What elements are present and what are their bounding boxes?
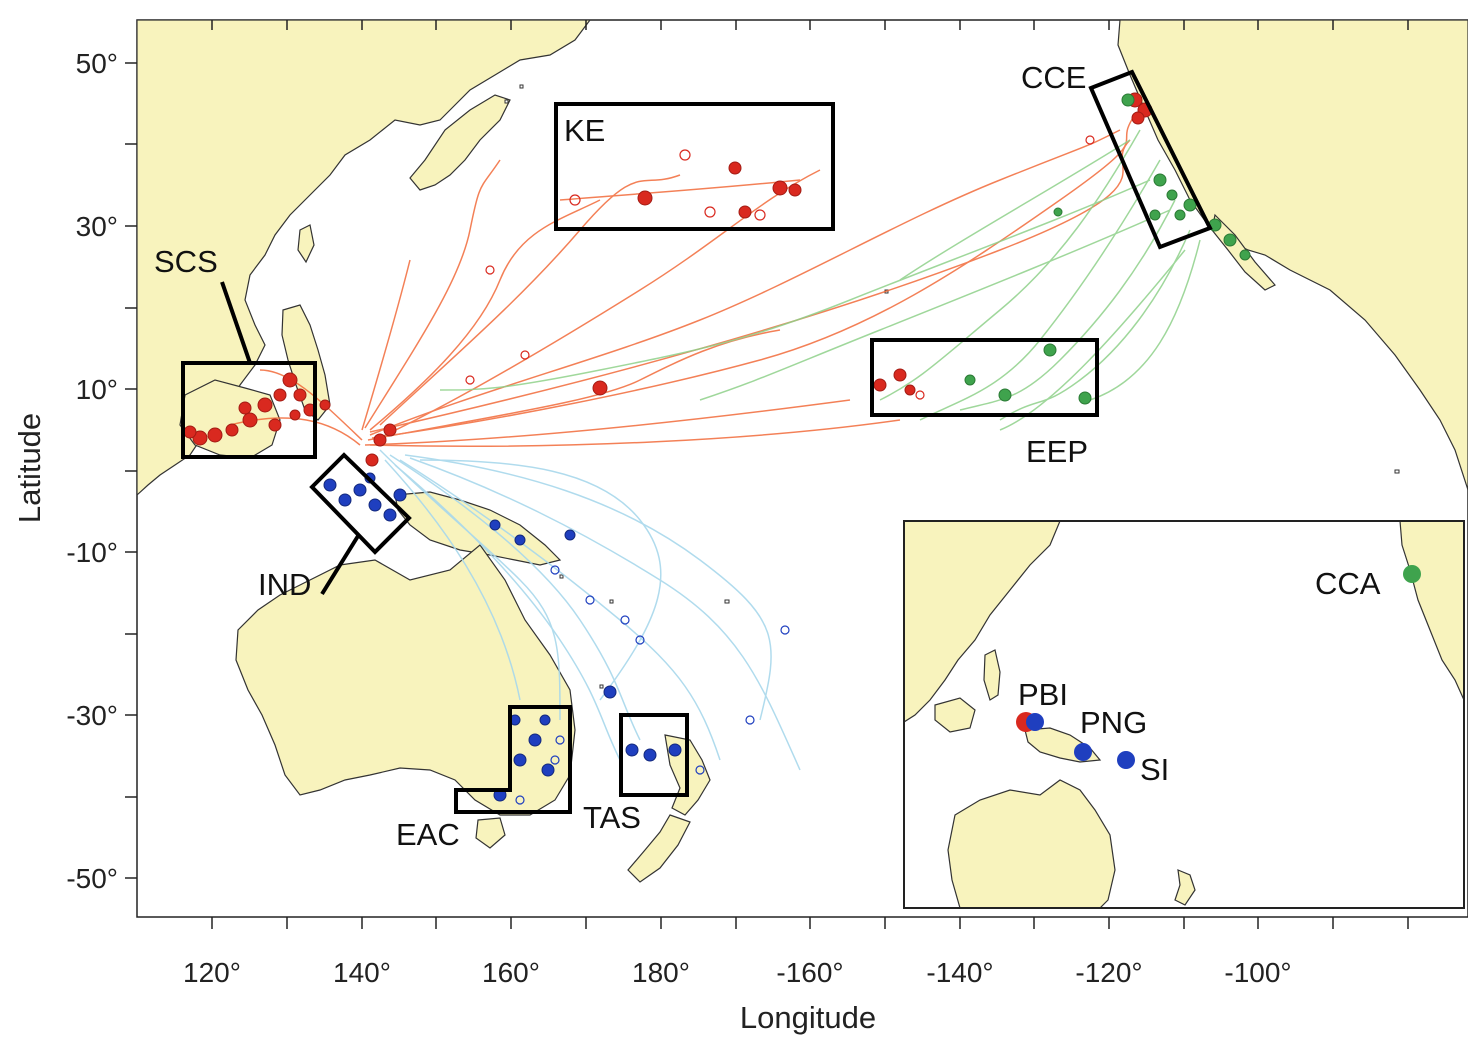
ind-box (309, 452, 412, 555)
y-axis-ticks (125, 62, 137, 879)
region-label-eep: EEP (1026, 434, 1088, 469)
inset-label-png: PNG (1080, 705, 1147, 740)
taiwan-island (297, 224, 315, 264)
green-markers (964, 93, 1251, 405)
region-label-cce: CCE (1021, 60, 1086, 95)
blue-open-markers (515, 565, 790, 805)
x-axis-title: Longitude (740, 1000, 876, 1035)
y-tick-label: -50° (66, 863, 118, 894)
y-tick-label: 30° (76, 211, 118, 242)
tas-box (619, 713, 689, 797)
y-axis-title: Latitude (12, 413, 47, 523)
region-label-ke: KE (564, 113, 605, 148)
inset-asia (904, 521, 1061, 723)
inset-marker-png (1074, 743, 1092, 761)
southward-tracks (379, 449, 801, 771)
x-tick-label: 180° (632, 957, 690, 988)
eac-box (454, 705, 572, 814)
tasmania-island (475, 817, 506, 849)
region-label-eac: EAC (396, 817, 460, 852)
eastern-pacific-tracks (439, 129, 1201, 431)
inset-frame (903, 520, 1465, 909)
region-label-scs: SCS (154, 244, 218, 279)
eep-box (870, 338, 1099, 417)
y-tick-label: -10° (66, 537, 118, 568)
inset-north-america (1399, 521, 1464, 701)
red-markers (183, 92, 1153, 467)
blue-markers (323, 472, 682, 802)
asia-landmass (137, 20, 591, 496)
x-tick-label: 140° (333, 957, 391, 988)
inset-map: CCA PBI PNG SI (903, 520, 1465, 909)
y-tick-label: -30° (66, 700, 118, 731)
ind-pointer (320, 534, 360, 596)
new-guinea-island (394, 491, 562, 566)
x-tick-label: -160° (776, 957, 843, 988)
y-tick-labels: 50° 30° 10° -10° -30° -50° (66, 48, 118, 894)
inset-philippines (983, 649, 1001, 701)
x-axis-ticks (211, 20, 1409, 929)
inset-marker-si (1117, 751, 1135, 769)
region-label-ind: IND (258, 567, 311, 602)
north-america-landmass (1117, 20, 1468, 491)
inset-new-zealand (1174, 869, 1196, 906)
region-label-tas: TAS (583, 800, 641, 835)
northward-tracks (229, 114, 1136, 448)
x-tick-labels: 120° 140° 160° 180° -160° -140° -120° -1… (183, 957, 1292, 988)
japan-island (409, 94, 511, 191)
y-tick-label: 50° (76, 48, 118, 79)
red-open-markers (465, 135, 1095, 400)
new-zealand-south-island (627, 814, 691, 883)
inset-marker-cca (1403, 565, 1421, 583)
map-content (137, 20, 1468, 883)
inset-label-pbi: PBI (1018, 677, 1068, 712)
x-tick-label: -100° (1224, 957, 1291, 988)
scs-pointer (220, 281, 252, 364)
ke-box (554, 102, 835, 231)
inset-label-si: SI (1140, 752, 1169, 787)
y-tick-label: 10° (76, 374, 118, 405)
cce-box (1088, 69, 1213, 250)
x-tick-label: 120° (183, 957, 241, 988)
x-tick-label: 160° (482, 957, 540, 988)
inset-australia (947, 779, 1116, 908)
pacific-islands (504, 84, 1400, 689)
x-tick-label: -140° (926, 957, 993, 988)
inset-borneo (934, 697, 976, 733)
x-tick-label: -120° (1075, 957, 1142, 988)
inset-marker-pbi-blue (1026, 713, 1044, 731)
inset-label-cca: CCA (1315, 566, 1381, 601)
